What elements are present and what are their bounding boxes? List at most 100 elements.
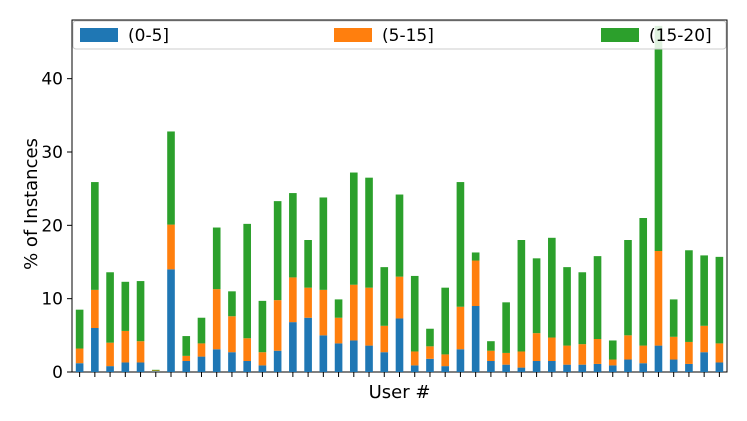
bar-segment-2-user-4 xyxy=(121,330,130,363)
bar-segment-2-user-12 xyxy=(243,338,251,361)
bar-segment-1-user-5 xyxy=(136,362,145,372)
bar-segment-3-user-30 xyxy=(517,240,526,352)
bar-segment-2-user-42 xyxy=(700,325,708,353)
bar-segment-2-user-14 xyxy=(273,300,282,351)
bar-segment-1-user-10 xyxy=(212,349,221,372)
y-axis: 0 10 20 30 40 xyxy=(41,70,72,383)
bar-segment-3-user-16 xyxy=(304,240,312,288)
bar-segment-1-user-32 xyxy=(548,361,556,372)
bar-segment-3-user-1 xyxy=(75,309,84,349)
bar-segment-3-user-10 xyxy=(212,227,221,290)
bar-segment-1-user-35 xyxy=(593,363,602,372)
bar-segment-2-user-1 xyxy=(75,348,84,364)
bar-segment-1-user-29 xyxy=(502,364,510,372)
bar-segment-3-user-32 xyxy=(548,237,556,338)
bar-segment-3-user-29 xyxy=(502,302,510,353)
bar-segment-3-user-24 xyxy=(426,328,434,347)
bar-segment-3-user-25 xyxy=(441,287,450,355)
bar-segment-1-user-14 xyxy=(273,350,282,372)
bar-segment-3-user-27 xyxy=(471,252,480,261)
bar-segment-3-user-3 xyxy=(106,272,114,343)
bar-segment-2-user-29 xyxy=(502,352,510,365)
bar-segment-3-user-14 xyxy=(273,201,282,301)
bar-segment-1-user-20 xyxy=(365,345,373,372)
bar-segment-3-user-35 xyxy=(593,256,602,339)
bar-segment-1-user-19 xyxy=(349,340,358,372)
x-axis-title: User # xyxy=(369,382,431,403)
y-tick-label: 0 xyxy=(52,363,63,383)
bar-segment-3-user-26 xyxy=(456,182,465,307)
bar-segment-3-user-34 xyxy=(578,272,587,345)
bar-segment-2-user-32 xyxy=(548,337,556,361)
bar-segment-3-user-42 xyxy=(700,255,708,326)
bar-segment-2-user-27 xyxy=(471,260,480,306)
bar-segment-1-user-25 xyxy=(441,366,450,372)
bar-segment-1-user-3 xyxy=(106,366,114,372)
bar-segment-3-user-17 xyxy=(319,197,328,290)
bar-segment-1-user-38 xyxy=(639,363,648,372)
legend-swatch-1 xyxy=(80,28,118,42)
bar-segment-1-user-39 xyxy=(654,345,663,372)
bar-segment-1-user-11 xyxy=(228,352,236,372)
bar-segment-2-user-34 xyxy=(578,344,587,365)
y-tick-label: 40 xyxy=(41,70,63,90)
y-tick-label: 30 xyxy=(41,143,63,163)
bar-segment-1-user-30 xyxy=(517,367,526,372)
bar-segment-3-user-5 xyxy=(136,281,145,342)
legend-swatch-2 xyxy=(334,28,372,42)
bar-segment-2-user-15 xyxy=(289,277,297,323)
bar-segment-1-user-36 xyxy=(608,365,617,372)
bar-segment-1-user-1 xyxy=(75,363,84,372)
bar-segment-2-user-38 xyxy=(639,345,648,364)
bar-segment-2-user-40 xyxy=(669,336,678,360)
bar-segment-3-user-6 xyxy=(151,369,160,371)
bar-segment-2-user-43 xyxy=(715,343,724,363)
bar-segment-1-user-8 xyxy=(182,361,191,372)
bar-segment-3-user-11 xyxy=(228,291,236,317)
bar-segment-3-user-15 xyxy=(289,193,297,278)
y-tick-label: 10 xyxy=(41,290,63,310)
bar-segment-3-user-8 xyxy=(182,336,191,356)
bar-segment-3-user-39 xyxy=(654,25,663,252)
bar-segment-2-user-19 xyxy=(349,284,358,341)
bar-segment-2-user-23 xyxy=(410,351,419,366)
legend-label-2: (5-15] xyxy=(382,26,434,46)
bar-segment-2-user-11 xyxy=(228,316,236,353)
bar-segment-2-user-21 xyxy=(380,325,389,353)
bar-segment-1-user-18 xyxy=(334,343,343,372)
bar-segment-1-user-13 xyxy=(258,365,267,372)
bar-segment-3-user-19 xyxy=(349,172,358,285)
bar-segment-1-user-37 xyxy=(624,359,632,372)
bar-segment-2-user-39 xyxy=(654,251,663,346)
bar-segment-2-user-35 xyxy=(593,339,602,364)
bar-segment-2-user-6 xyxy=(151,370,160,372)
bar-segment-3-user-23 xyxy=(410,275,419,352)
bar-segment-2-user-33 xyxy=(563,345,571,365)
bar-segment-1-user-23 xyxy=(410,365,419,372)
bar-segment-2-user-20 xyxy=(365,287,373,346)
bar-segment-3-user-13 xyxy=(258,300,267,353)
bar-segment-1-user-43 xyxy=(715,362,724,372)
legend: (0-5] (5-15] (15-20] xyxy=(72,20,727,50)
bar-segment-3-user-9 xyxy=(197,317,206,344)
bar-segment-2-user-7 xyxy=(167,224,175,270)
bar-segment-2-user-31 xyxy=(532,333,541,361)
bar-segment-2-user-41 xyxy=(685,341,693,364)
bar-segment-1-user-4 xyxy=(121,362,130,372)
bar-segment-3-user-43 xyxy=(715,256,724,344)
bar-segment-2-user-10 xyxy=(212,289,221,350)
bar-segment-2-user-13 xyxy=(258,352,267,366)
bar-segment-3-user-20 xyxy=(365,177,373,288)
bar-segment-2-user-30 xyxy=(517,351,526,368)
bar-segment-1-user-7 xyxy=(167,269,175,372)
bar-segment-1-user-31 xyxy=(532,361,541,372)
bar-segment-2-user-25 xyxy=(441,354,450,367)
bar-segment-1-user-17 xyxy=(319,335,328,372)
bar-segment-1-user-6 xyxy=(151,371,160,372)
bar-segment-2-user-36 xyxy=(608,359,617,366)
bar-segment-3-user-31 xyxy=(532,258,541,334)
bar-segment-1-user-33 xyxy=(563,364,571,372)
bars-group xyxy=(75,25,724,372)
bar-segment-3-user-18 xyxy=(334,299,343,318)
bar-segment-2-user-2 xyxy=(91,289,99,328)
